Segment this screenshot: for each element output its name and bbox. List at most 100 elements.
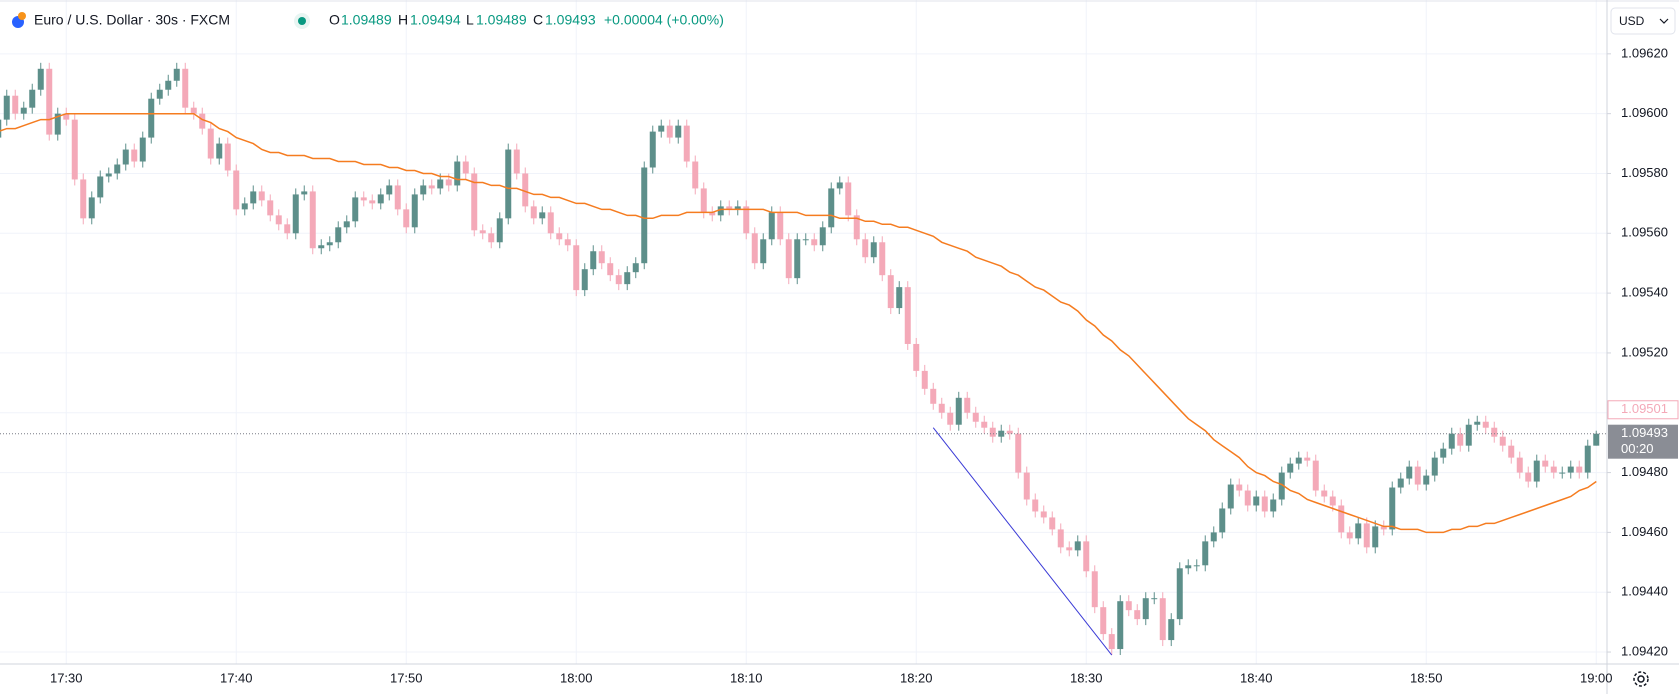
candle-body	[258, 191, 265, 201]
candle-body	[1440, 448, 1447, 458]
candle-body	[1278, 472, 1285, 500]
candle-body	[709, 212, 716, 216]
candle-body	[913, 343, 920, 371]
candle-body	[12, 95, 19, 114]
gear-icon[interactable]	[1633, 671, 1649, 687]
candle-body	[904, 287, 911, 344]
candle-body	[751, 233, 758, 264]
x-tick-label: 18:40	[1240, 670, 1273, 685]
candle-body	[1363, 523, 1370, 548]
candle-body	[1474, 421, 1481, 425]
candle-body	[1567, 466, 1574, 473]
candle-body	[1032, 499, 1039, 512]
candle-body	[216, 143, 223, 159]
candle-body	[437, 179, 444, 189]
candle-body	[1576, 466, 1583, 473]
candle-body	[717, 206, 724, 216]
candle-body	[1040, 511, 1047, 518]
candle-body	[1210, 532, 1217, 542]
candle-body	[955, 397, 962, 425]
currency-label[interactable]: USD	[1619, 14, 1645, 28]
candle-body	[615, 275, 622, 285]
candle-body	[1049, 517, 1056, 530]
candle-body	[1100, 607, 1107, 635]
candle-body	[1227, 484, 1234, 509]
candle-body	[1287, 463, 1294, 473]
symbol-title[interactable]: Euro / U.S. Dollar · 30s · FXCM	[34, 12, 230, 28]
x-tick-label: 18:00	[560, 670, 593, 685]
candle-body	[1482, 421, 1489, 428]
candle-body	[666, 125, 673, 138]
candle-body	[3, 95, 10, 120]
candle-body	[1142, 598, 1149, 620]
x-tick-label: 18:20	[900, 670, 933, 685]
candle-body	[54, 113, 61, 135]
y-tick-label: 1.09560	[1621, 225, 1668, 240]
candle-body	[1346, 532, 1353, 539]
axes: 1.09620 1.09600 1.09580 1.09560 1.09540 1.095…	[50, 45, 1679, 685]
ohlc-value: 1.09489	[341, 12, 392, 28]
candle-body	[20, 107, 27, 114]
candle-body	[768, 212, 775, 240]
y-tick-label: 1.09540	[1621, 285, 1668, 300]
candle-body	[505, 149, 512, 219]
price-marker-box	[1607, 400, 1679, 420]
candle-body	[1593, 433, 1600, 446]
candle-body	[1202, 541, 1209, 566]
y-tick-label: 1.09600	[1621, 105, 1668, 120]
candle-body	[1261, 496, 1268, 512]
symbol-icon	[18, 12, 26, 20]
candle-body	[1304, 457, 1311, 461]
candle-body	[1176, 568, 1183, 620]
candle-body	[853, 215, 860, 240]
trend-line	[932, 427, 1113, 656]
candle-body	[785, 239, 792, 279]
candle-body	[530, 206, 537, 219]
candle-body	[1355, 523, 1362, 539]
candle-body	[131, 149, 138, 162]
candle-body	[1219, 508, 1226, 533]
ohlc-value: 1.09493	[545, 12, 596, 28]
candle-body	[1406, 466, 1413, 479]
candle-body	[369, 200, 376, 204]
settings-button[interactable]	[1633, 671, 1649, 687]
candle-body	[1321, 490, 1328, 497]
ohlc-label: L	[466, 12, 474, 28]
candle-body	[819, 227, 826, 246]
candle-body	[182, 68, 189, 108]
candle-body	[165, 80, 172, 90]
y-tick-label: 1.09480	[1621, 464, 1668, 479]
candle-body	[63, 113, 70, 120]
candle-body	[1423, 475, 1430, 485]
x-tick-label: 18:30	[1070, 670, 1103, 685]
x-tick-label: 17:50	[390, 670, 423, 685]
x-tick-label: 17:40	[220, 670, 253, 685]
candle-body	[471, 173, 478, 231]
y-tick-label: 1.09620	[1621, 45, 1668, 60]
candle-body	[1117, 601, 1124, 650]
candle-body	[1559, 472, 1566, 474]
candle-body	[428, 185, 435, 189]
candle-body	[734, 206, 741, 210]
candle-body	[556, 233, 563, 240]
candle-body	[1338, 505, 1345, 533]
x-tick-label: 18:50	[1410, 670, 1443, 685]
candle-body	[105, 173, 112, 177]
candle-body	[1550, 466, 1557, 473]
currency-button[interactable]	[1610, 7, 1676, 35]
candle-body	[71, 119, 78, 180]
candle-body	[1023, 472, 1030, 500]
gear-icon[interactable]	[1637, 675, 1645, 683]
ohlc-label: H	[398, 12, 408, 28]
candle-body	[1525, 472, 1532, 482]
candle-body	[896, 287, 903, 309]
candle-body	[700, 188, 707, 213]
candle-body	[1516, 457, 1523, 473]
candle-body	[1499, 436, 1506, 446]
candle-body	[1542, 460, 1549, 467]
candle-body	[1389, 487, 1396, 530]
candle-body	[454, 161, 461, 186]
candle-body	[301, 191, 308, 195]
